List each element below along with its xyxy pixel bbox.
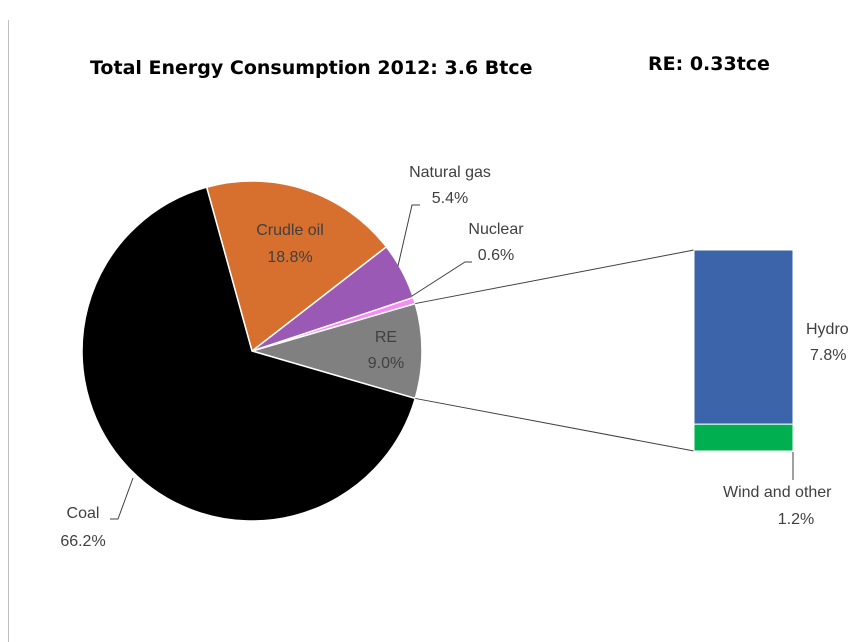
connector-top	[415, 249, 695, 305]
bar-segment-hydro	[693, 249, 794, 425]
slice-label-nuclear-value: 0.6%	[478, 247, 514, 264]
breakdown-bar	[693, 249, 794, 452]
bar-segment-wind-and-other	[693, 423, 794, 452]
slice-label-coal-value: 66.2%	[60, 533, 105, 550]
leader-nuclear	[411, 261, 472, 297]
pie-slice-coal	[81, 186, 417, 522]
slice-label-re-value: 9.0%	[368, 355, 404, 372]
bar-label-wind-name: Wind and other	[723, 484, 832, 501]
connector-lines	[415, 249, 695, 452]
bar-label-hydro-value: 7.8%	[810, 347, 846, 364]
bar-label-wind-value: 1.2%	[778, 511, 814, 528]
pie	[81, 180, 423, 522]
slice-label-re-name: RE	[375, 329, 397, 346]
slice-label-coal-name: Coal	[67, 505, 100, 522]
chart-title: Total Energy Consumption 2012: 3.6 Btce	[90, 57, 533, 79]
slice-label-natural-gas-name: Natural gas	[409, 164, 491, 181]
leader-coal	[110, 477, 134, 520]
slice-label-natural-gas-value: 5.4%	[432, 190, 468, 207]
slice-label-crude-oil-name: Crudle oil	[256, 222, 324, 239]
pie-slice-crudle-oil	[205, 180, 388, 353]
slice-label-nuclear-name: Nuclear	[468, 221, 524, 238]
connector-bottom	[415, 397, 695, 452]
chart-subtitle: RE: 0.33tce	[648, 53, 770, 75]
leader-lines	[110, 204, 794, 520]
leader-natural-gas	[397, 204, 420, 267]
pie-slice-re	[249, 302, 423, 400]
bar-label-hydro-name: Hydro	[806, 321, 849, 338]
slice-label-crude-oil-value: 18.8%	[267, 249, 312, 266]
